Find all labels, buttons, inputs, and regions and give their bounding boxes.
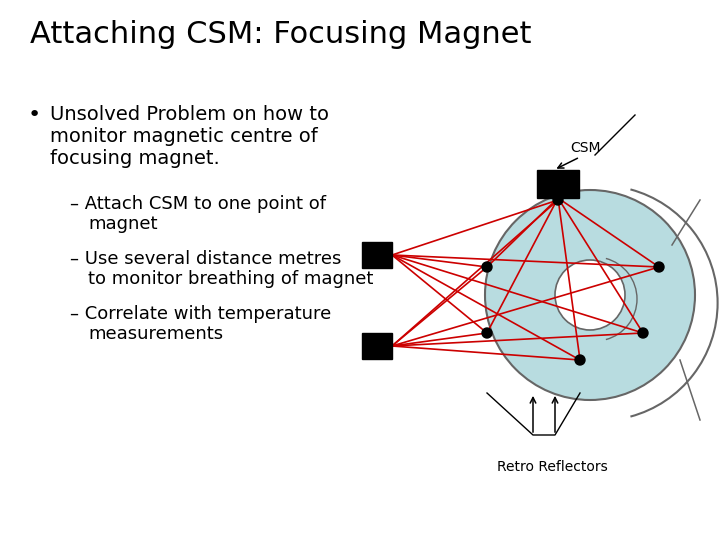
Text: •: • xyxy=(28,105,41,125)
Circle shape xyxy=(654,262,664,272)
Text: monitor magnetic centre of: monitor magnetic centre of xyxy=(50,127,318,146)
Text: CSM: CSM xyxy=(570,141,600,155)
Text: – Use several distance metres: – Use several distance metres xyxy=(70,250,341,268)
Text: Retro Reflectors: Retro Reflectors xyxy=(497,460,608,474)
Text: measurements: measurements xyxy=(88,325,223,343)
Text: – Attach CSM to one point of: – Attach CSM to one point of xyxy=(70,195,326,213)
Text: – Correlate with temperature: – Correlate with temperature xyxy=(70,305,331,323)
Bar xyxy=(537,170,579,198)
Circle shape xyxy=(485,190,695,400)
Bar xyxy=(362,242,392,268)
Text: to monitor breathing of magnet: to monitor breathing of magnet xyxy=(88,270,374,288)
Circle shape xyxy=(482,328,492,338)
Circle shape xyxy=(638,328,648,338)
Text: Unsolved Problem on how to: Unsolved Problem on how to xyxy=(50,105,329,124)
Text: Attaching CSM: Focusing Magnet: Attaching CSM: Focusing Magnet xyxy=(30,20,531,49)
Circle shape xyxy=(482,262,492,272)
Text: magnet: magnet xyxy=(88,215,158,233)
Circle shape xyxy=(555,260,625,330)
Bar xyxy=(362,333,392,359)
Circle shape xyxy=(575,355,585,365)
Circle shape xyxy=(553,195,563,205)
Text: focusing magnet.: focusing magnet. xyxy=(50,149,220,168)
